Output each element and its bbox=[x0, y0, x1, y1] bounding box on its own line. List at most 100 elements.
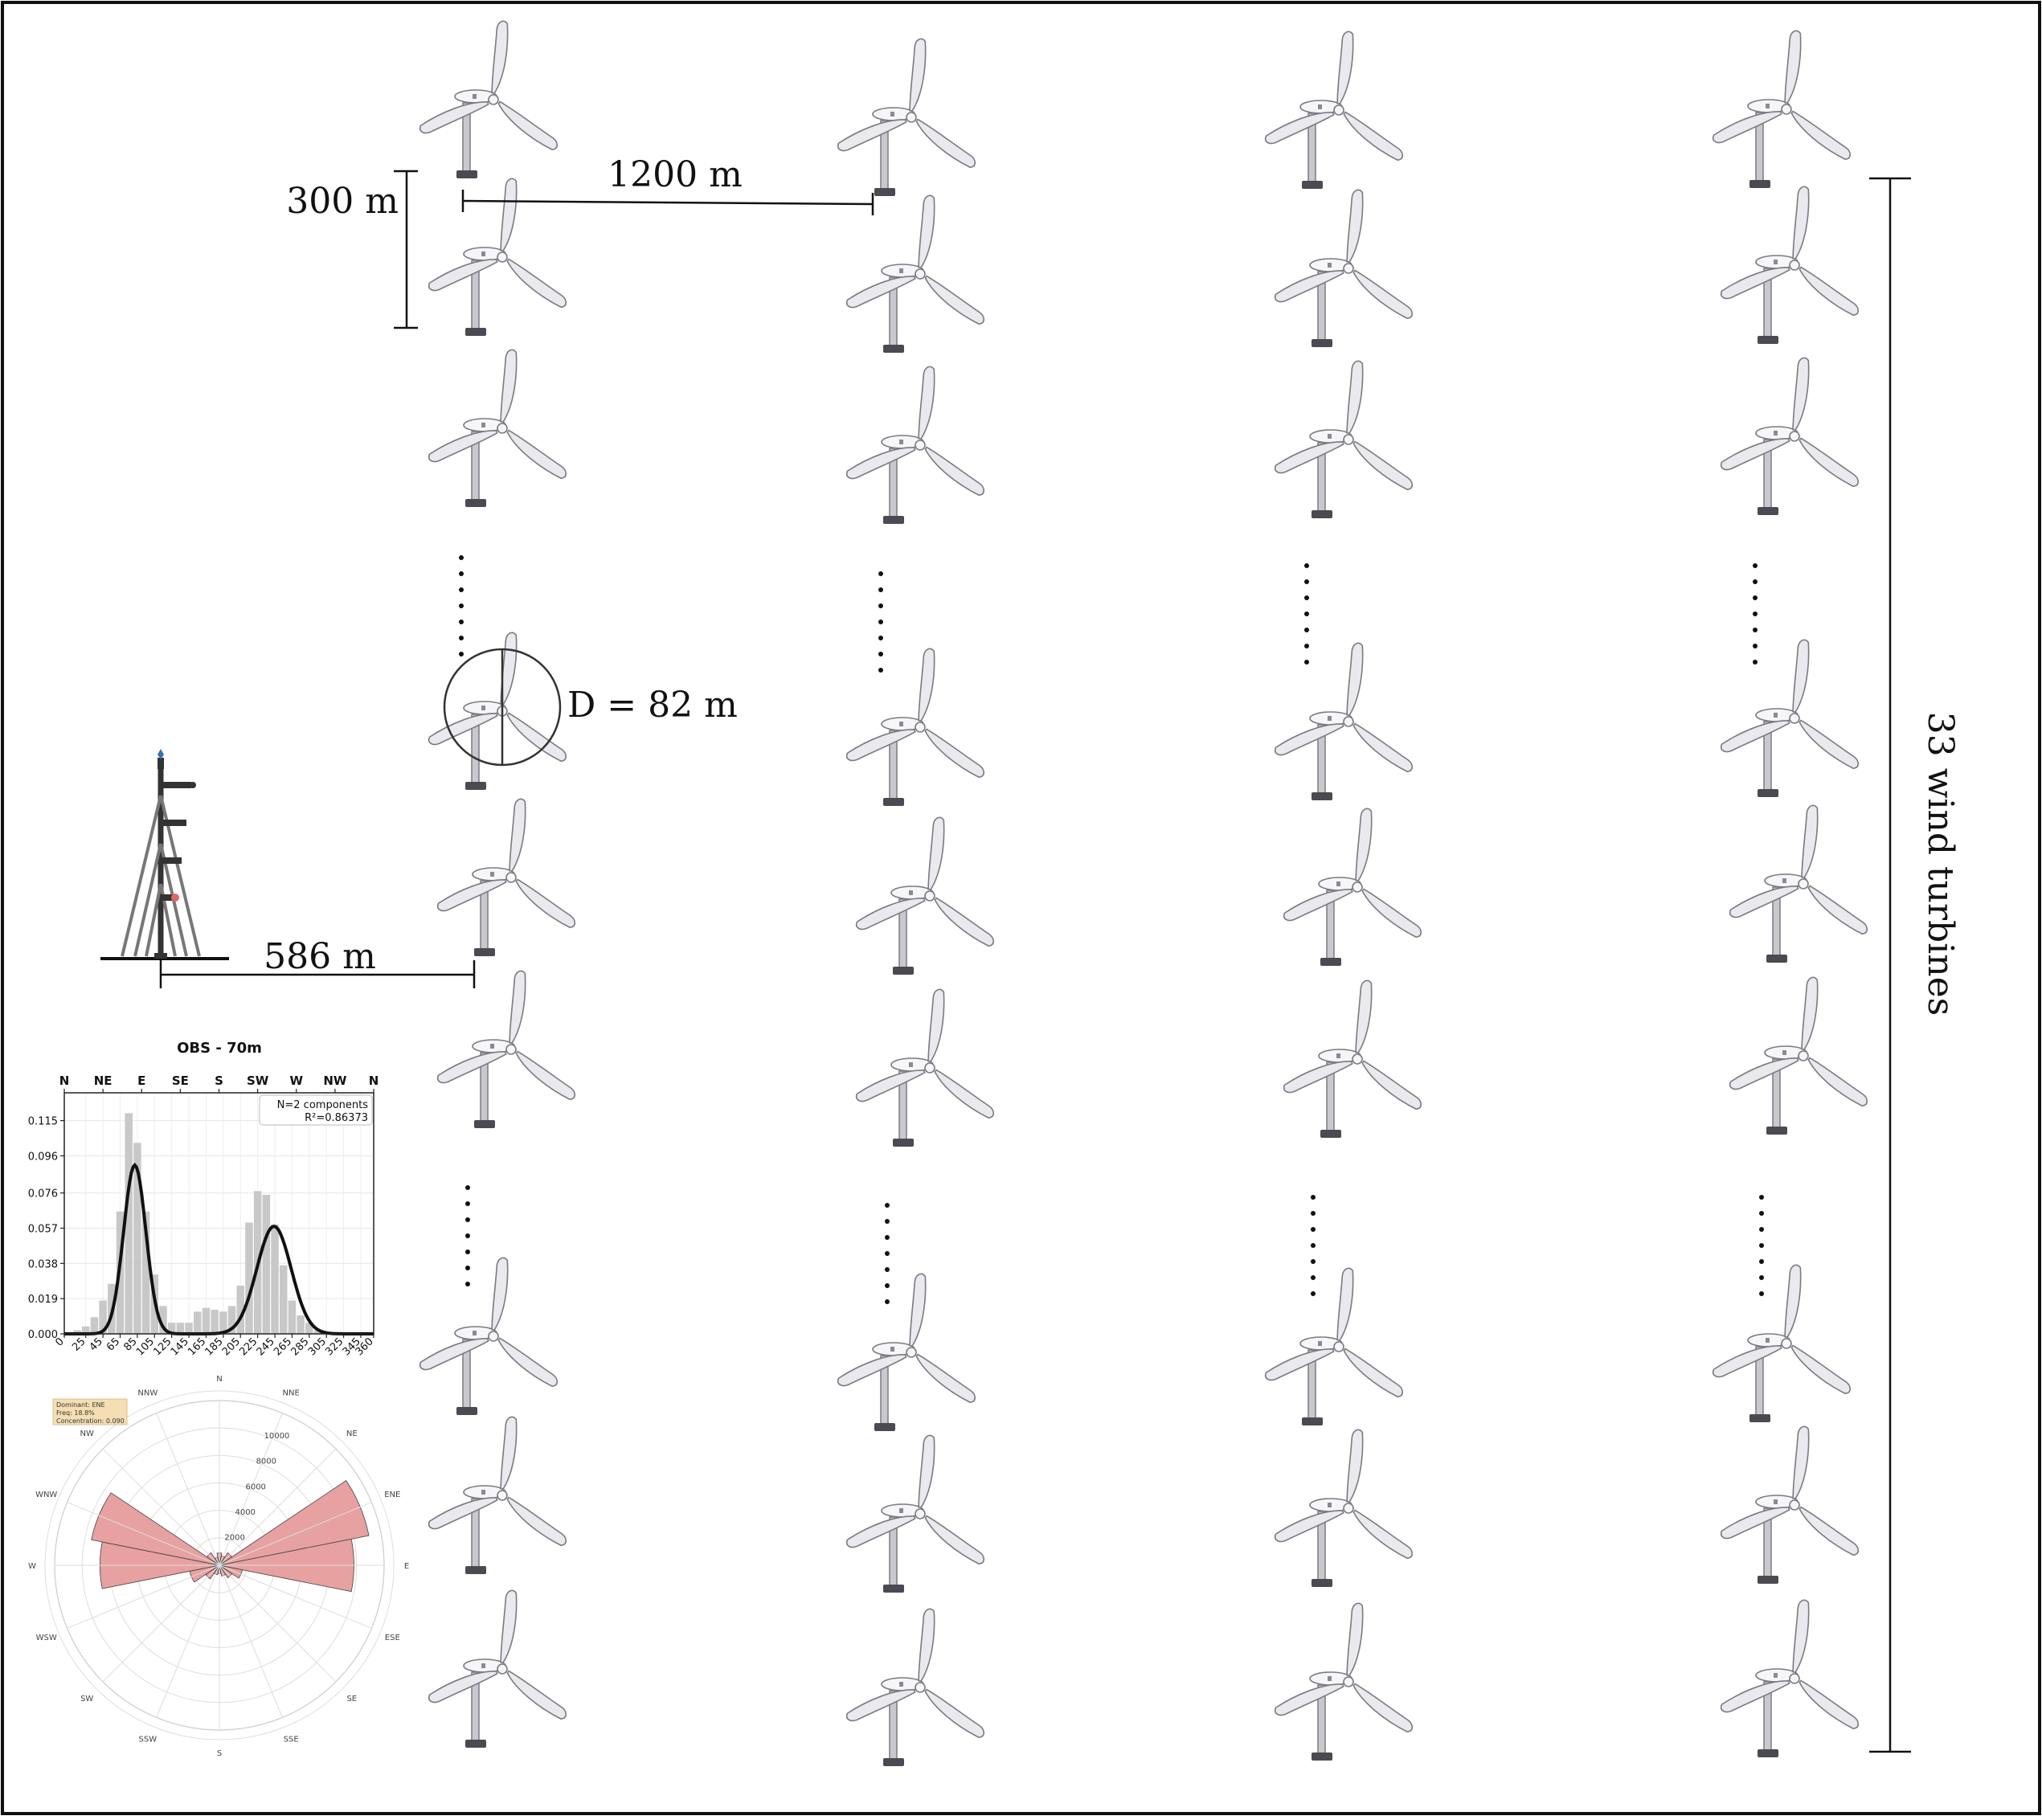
wind-rose-direction-label: WSW bbox=[36, 1634, 57, 1642]
histogram-compass-label: SW bbox=[247, 1074, 269, 1088]
continuation-dot bbox=[1304, 644, 1309, 648]
wind-rose-direction-label: SW bbox=[80, 1695, 93, 1703]
wind-rose-direction-label: SSE bbox=[284, 1735, 299, 1744]
continuation-dot bbox=[878, 571, 883, 576]
continuation-dot bbox=[1304, 660, 1309, 665]
wind-rose-radial-tick-label: 4000 bbox=[235, 1508, 255, 1517]
wind-turbine-icon bbox=[1719, 1425, 1861, 1584]
continuation-dot bbox=[465, 1233, 470, 1238]
wind-turbine-icon bbox=[1263, 31, 1406, 189]
wind-rose-radial-tick-label: 2000 bbox=[224, 1533, 244, 1542]
wind-turbine-icon bbox=[1273, 642, 1415, 800]
wind-turbine-icon bbox=[1728, 976, 1870, 1135]
rotor-diameter-label: D = 82 m bbox=[567, 685, 738, 726]
continuation-dot bbox=[1304, 628, 1309, 632]
direction-histogram-chart: OBS - 70m 0.0000.0190.0380.0570.0760.096… bbox=[28, 1040, 379, 1358]
met-mast-icon bbox=[100, 749, 229, 959]
wind-rose-direction-label: NE bbox=[346, 1429, 358, 1438]
wind-turbine-icon bbox=[427, 1416, 569, 1574]
continuation-dot bbox=[1759, 1195, 1764, 1200]
wind-rose-radial-tick-label: 10000 bbox=[264, 1432, 289, 1441]
continuation-dot bbox=[459, 555, 464, 560]
histogram-bars bbox=[65, 1113, 374, 1334]
continuation-dot bbox=[1304, 611, 1309, 616]
wind-turbine-icon bbox=[427, 349, 569, 507]
histogram-bar bbox=[271, 1225, 278, 1334]
continuation-dot bbox=[878, 636, 883, 640]
histogram-bar bbox=[194, 1311, 201, 1334]
column-spacing-dimension: 1200 m bbox=[463, 154, 873, 215]
histogram-compass-label: N bbox=[369, 1074, 379, 1088]
continuation-dot bbox=[878, 620, 883, 624]
continuation-dot bbox=[885, 1251, 890, 1256]
continuation-dot bbox=[459, 603, 464, 608]
wind-rose-direction-label: SSW bbox=[139, 1735, 158, 1744]
histogram-y-tick-label: 0.076 bbox=[28, 1188, 58, 1200]
continuation-dot bbox=[1311, 1291, 1316, 1296]
continuation-dot bbox=[1311, 1243, 1316, 1248]
continuation-dot bbox=[1304, 595, 1309, 600]
wind-turbine-icon bbox=[1273, 360, 1415, 518]
wind-turbine-icon bbox=[1719, 186, 1861, 344]
wind-turbine-icon bbox=[845, 1608, 987, 1766]
wind-rose-chart: NNNENEENEEESESESSESSSWSWWSWWWNWNWNNW 200… bbox=[28, 1375, 409, 1758]
continuation-dot bbox=[1311, 1275, 1316, 1280]
histogram-x-tick-label: 45 bbox=[88, 1335, 105, 1353]
wind-rose-info-dominant: Dominant: ENE bbox=[56, 1401, 105, 1409]
wind-rose-direction-label: WNW bbox=[35, 1491, 57, 1499]
continuation-dot bbox=[465, 1249, 470, 1254]
mast-distance-dimension: 586 m bbox=[161, 936, 474, 988]
wind-turbine-icon bbox=[854, 816, 996, 975]
wind-rose-spoke bbox=[157, 1565, 219, 1717]
histogram-y-ticks: 0.0000.0190.0380.0570.0760.0960.115 bbox=[28, 1116, 64, 1341]
histogram-title: OBS - 70m bbox=[177, 1040, 262, 1057]
wind-turbine-icon bbox=[845, 366, 987, 524]
continuation-dot bbox=[1759, 1243, 1764, 1248]
continuation-dot bbox=[459, 636, 464, 640]
histogram-x-tick-label: 25 bbox=[70, 1335, 88, 1353]
wind-rose-direction-label: NNW bbox=[137, 1389, 158, 1398]
continuation-dot bbox=[1759, 1259, 1764, 1264]
wind-turbine-icon bbox=[1273, 1602, 1415, 1761]
continuation-dot bbox=[1753, 628, 1758, 632]
wind-rose-direction-label: ESE bbox=[385, 1634, 400, 1642]
continuation-dot bbox=[1759, 1291, 1764, 1296]
histogram-annotation-box: N=2 components R²=0.86373 bbox=[260, 1095, 372, 1125]
wind-turbine-icon bbox=[418, 1257, 560, 1415]
wind-rose-direction-label: S bbox=[217, 1749, 222, 1758]
continuation-dot bbox=[1759, 1275, 1764, 1280]
histogram-y-tick-label: 0.038 bbox=[28, 1258, 58, 1270]
histogram-bar bbox=[203, 1308, 210, 1334]
continuation-dot bbox=[1753, 595, 1758, 600]
wind-rose-info-freq: Freq: 18.8% bbox=[56, 1409, 95, 1417]
continuation-dot bbox=[1753, 644, 1758, 648]
wind-rose-direction-label: ENE bbox=[384, 1491, 400, 1499]
continuation-dot bbox=[1311, 1211, 1316, 1216]
histogram-compass-ticks: N NE E SE S SW W NW N bbox=[59, 1074, 379, 1093]
histogram-bar bbox=[288, 1300, 296, 1334]
column-spacing-label: 1200 m bbox=[608, 154, 743, 195]
histogram-x-ticks: 0 25 45 65 851051251451651852052252452652853… bbox=[53, 1334, 375, 1358]
histogram-annotation-r2: R²=0.86373 bbox=[305, 1112, 368, 1124]
wind-turbine-icon bbox=[1711, 30, 1853, 188]
continuation-dot bbox=[878, 587, 883, 592]
wind-turbine-icon bbox=[1719, 357, 1861, 515]
row-spacing-dimension: 300 m bbox=[286, 171, 418, 328]
continuation-dot bbox=[465, 1217, 470, 1222]
histogram-y-tick-label: 0.057 bbox=[28, 1223, 58, 1235]
continuation-dots bbox=[459, 555, 1764, 1304]
wind-turbine-icon bbox=[1719, 1599, 1861, 1757]
continuation-dot bbox=[878, 603, 883, 608]
mast-distance-label: 586 m bbox=[264, 936, 376, 977]
continuation-dot bbox=[1759, 1211, 1764, 1216]
wind-turbine-icon bbox=[1273, 189, 1415, 347]
wind-turbine-icon bbox=[1711, 1264, 1853, 1422]
continuation-dot bbox=[1759, 1227, 1764, 1232]
continuation-dot bbox=[465, 1282, 470, 1286]
continuation-dot bbox=[1311, 1195, 1316, 1200]
histogram-bar bbox=[185, 1323, 192, 1334]
continuation-dot bbox=[1753, 579, 1758, 584]
wind-turbine-icon bbox=[1728, 804, 1870, 963]
histogram-compass-label: N bbox=[59, 1074, 70, 1088]
